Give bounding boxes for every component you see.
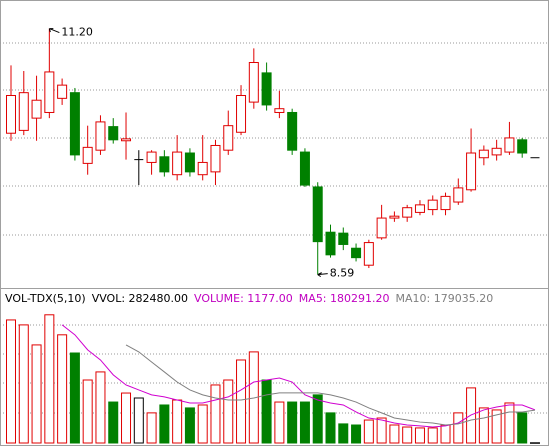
volume-bar: [57, 334, 68, 444]
volume-bar: [18, 324, 29, 444]
candle-body: [402, 207, 413, 218]
candle-body: [69, 92, 80, 156]
candle-body: [478, 149, 489, 159]
high-label: 11.20: [61, 26, 92, 39]
volume-bar: [133, 397, 144, 444]
volume-bar: [146, 412, 157, 444]
low-marker: [317, 272, 328, 278]
volume-bar: [159, 404, 170, 444]
candle-body: [504, 137, 515, 153]
volume-bar: [223, 379, 234, 444]
candle-body: [108, 126, 119, 141]
candle-body: [287, 111, 298, 151]
candle-body: [414, 204, 425, 213]
candle-body: [338, 232, 349, 245]
volume-bar: [325, 412, 336, 444]
candle-body: [376, 217, 387, 239]
volume-bar: [121, 392, 132, 444]
candle-body: [248, 62, 259, 103]
volume-bar: [504, 402, 515, 444]
candle-body: [261, 72, 272, 106]
volume-bar: [491, 409, 502, 444]
volume-bar: [453, 412, 464, 444]
volume-bar: [376, 417, 387, 444]
candle-body: [466, 152, 477, 191]
volume-bar: [478, 407, 489, 444]
candle-body: [210, 144, 221, 173]
volume-bar: [108, 401, 119, 444]
candle-body: [159, 156, 170, 173]
volume-bar: [351, 424, 362, 444]
high-marker: [48, 28, 60, 34]
indicator-header: VOL-TDX(5,10): [5, 292, 86, 305]
candle-body: [6, 95, 16, 134]
moving-average: [61, 324, 536, 428]
candle-body: [299, 151, 310, 186]
indicator-header: VOLUME: 1177.00: [194, 292, 293, 305]
candle-body: [517, 139, 528, 154]
volume-bar: [210, 384, 221, 444]
candle-body: [172, 151, 183, 176]
indicator-header: MA5: 180291.20: [299, 292, 390, 305]
candle-body: [223, 125, 234, 151]
volume-bar: [248, 351, 259, 444]
volume-bar: [95, 371, 106, 444]
moving-average: [125, 344, 536, 426]
volume-bar: [338, 423, 349, 444]
volume-bar: [261, 379, 272, 444]
candle-body: [453, 187, 464, 203]
volume-bar: [440, 424, 451, 444]
candle-body: [82, 146, 93, 164]
candle-body: [44, 71, 55, 113]
volume-bar: [312, 394, 323, 444]
volume-bar: [184, 407, 195, 444]
indicator-header: MA10: 179035.20: [396, 292, 494, 305]
volume-bar: [236, 359, 247, 444]
candle-body: [18, 92, 29, 131]
candle-body: [389, 215, 400, 219]
candle-body: [351, 247, 362, 259]
volume-bar: [274, 401, 285, 444]
volume-bar: [69, 352, 80, 444]
volume-bar: [82, 379, 93, 444]
candle-body: [31, 99, 42, 119]
volume-bar: [363, 419, 374, 444]
candle-body: [363, 242, 374, 266]
volume-bar: [414, 427, 425, 444]
volume-bar: [529, 442, 540, 444]
indicator-header: VVOL: 282480.00: [92, 292, 188, 305]
candle-body: [312, 186, 323, 243]
volume-bar: [402, 426, 413, 444]
candle-body: [491, 147, 502, 156]
volume-bar: [44, 314, 55, 444]
volume-bar: [31, 344, 42, 444]
candle-body: [197, 161, 208, 176]
low-label: 8.59: [330, 267, 355, 280]
candle-body: [427, 199, 438, 211]
volume-bar: [6, 319, 16, 444]
volume-bar: [389, 424, 400, 444]
candle-body: [440, 195, 451, 211]
candle-body: [236, 95, 247, 133]
candle-body: [146, 151, 157, 163]
volume-bar: [287, 401, 298, 444]
volume-bar: [299, 401, 310, 444]
volume-bar: [197, 404, 208, 444]
candle-body: [95, 121, 106, 151]
volume-bar: [172, 399, 183, 444]
candle-body: [274, 108, 285, 113]
volume-bar: [427, 427, 438, 444]
candle-body: [184, 152, 195, 173]
candle-body: [325, 231, 336, 256]
candle-body: [57, 84, 68, 99]
candle-body: [121, 138, 132, 142]
volume-bar: [517, 412, 528, 444]
